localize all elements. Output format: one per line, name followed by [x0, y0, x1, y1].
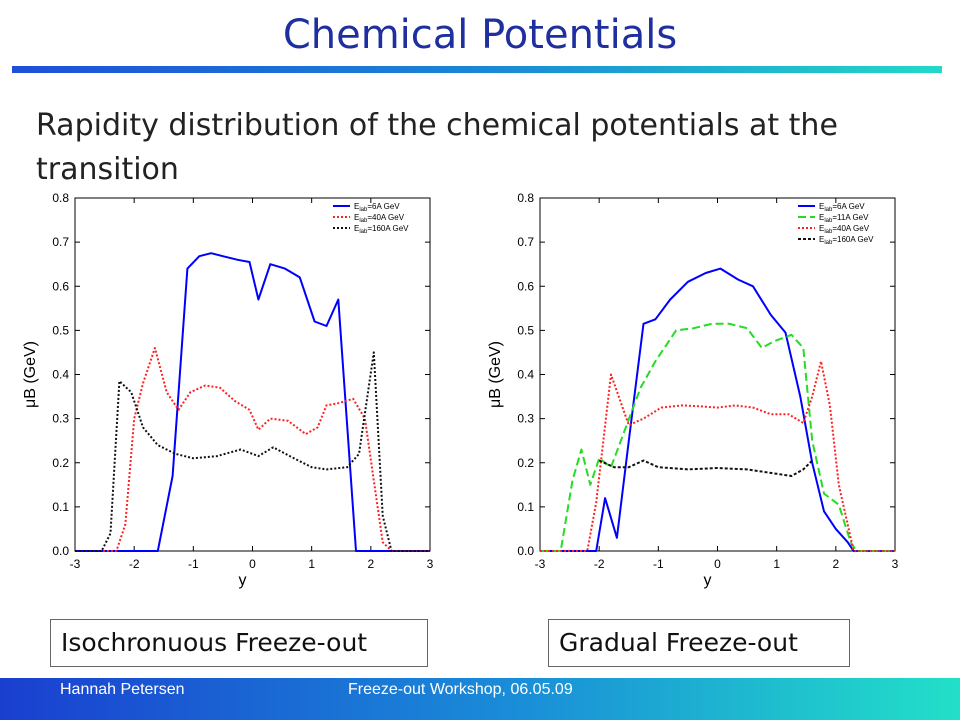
y-tick-label: 0.8 — [517, 191, 534, 205]
y-tick-label: 0.2 — [52, 456, 69, 470]
series-line-1 — [75, 347, 430, 552]
y-tick-label: 0.8 — [52, 191, 69, 205]
y-tick-label: 0.0 — [517, 544, 534, 558]
x-tick-label: 2 — [832, 557, 839, 571]
y-tick-label: 0.7 — [52, 235, 69, 249]
y-tick-label: 0.1 — [517, 500, 534, 514]
x-tick-label: -3 — [535, 557, 546, 571]
y-tick-label: 0.7 — [517, 235, 534, 249]
footer-bar: Hannah Petersen Freeze-out Workshop, 06.… — [0, 678, 960, 720]
x-axis-label: y — [704, 572, 712, 589]
slide-title: Chemical Potentials — [282, 12, 678, 58]
legend-label-1: Elab=11A GeV — [819, 213, 869, 224]
series-line-0 — [540, 267, 895, 552]
legend-label-0: Elab=6A GeV — [819, 202, 865, 213]
y-axis-label: μB (GeV) — [22, 341, 39, 408]
series-line-1 — [540, 322, 895, 552]
x-tick-label: 1 — [773, 557, 780, 571]
x-tick-label: -2 — [129, 557, 140, 571]
x-tick-label: -1 — [653, 557, 664, 571]
chart-gradual: 0.0 0.1 0.2 0.3 0.4 0.5 0.6 0.7 0.8 -3 -2 -1 0 1 2 3 y μB… — [487, 191, 899, 589]
y-tick-label: 0.5 — [517, 323, 534, 337]
x-tick-label: 3 — [892, 557, 899, 571]
plot-frame — [74, 197, 431, 552]
x-tick-label: -3 — [70, 557, 81, 571]
x-tick-label: -1 — [188, 557, 199, 571]
x-tick-label: 3 — [427, 557, 434, 571]
y-tick-label: 0.1 — [52, 500, 69, 514]
y-tick-label: 0.0 — [52, 544, 69, 558]
footer-event: Freeze-out Workshop, 06.05.09 — [348, 681, 573, 698]
legend-label-2: Elab=160A GeV — [354, 224, 409, 235]
legend-label-1: Elab=40A GeV — [354, 213, 405, 224]
x-tick-label: 0 — [714, 557, 721, 571]
legend-label-2: Elab=40A GeV — [819, 224, 870, 235]
y-tick-label: 0.6 — [517, 279, 534, 293]
legend-label-0: Elab=6A GeV — [354, 202, 400, 213]
x-tick-label: -2 — [594, 557, 605, 571]
y-tick-label: 0.4 — [517, 368, 534, 382]
y-tick-label: 0.3 — [517, 412, 534, 426]
y-axis-label: μB (GeV) — [487, 341, 504, 408]
y-tick-label: 0.2 — [517, 456, 534, 470]
caption-isochronous: Isochronuous Freeze-out — [50, 619, 428, 667]
x-tick-label: 2 — [367, 557, 374, 571]
slide-subtitle: Rapidity distribution of the chemical po… — [36, 108, 838, 187]
series-line-3 — [598, 459, 813, 477]
y-tick-label: 0.4 — [52, 368, 69, 382]
caption-gradual: Gradual Freeze-out — [548, 619, 850, 667]
x-axis-label: y — [239, 572, 247, 589]
title-underline-bar — [12, 66, 942, 73]
series-line-2 — [75, 351, 430, 552]
y-tick-label: 0.6 — [52, 279, 69, 293]
series-line-0 — [75, 252, 430, 552]
footer-author: Hannah Petersen — [60, 681, 185, 698]
y-tick-label: 0.3 — [52, 412, 69, 426]
legend-label-3: Elab=160A GeV — [819, 235, 874, 246]
x-tick-label: 0 — [249, 557, 256, 571]
chart-isochronous: 0.0 0.1 0.2 0.3 0.4 0.5 0.6 0.7 0.8 -3 -2 -1 0 1 2 3 y μB… — [22, 191, 434, 589]
series-line-2 — [540, 360, 895, 552]
x-tick-label: 1 — [308, 557, 315, 571]
y-tick-label: 0.5 — [52, 323, 69, 337]
